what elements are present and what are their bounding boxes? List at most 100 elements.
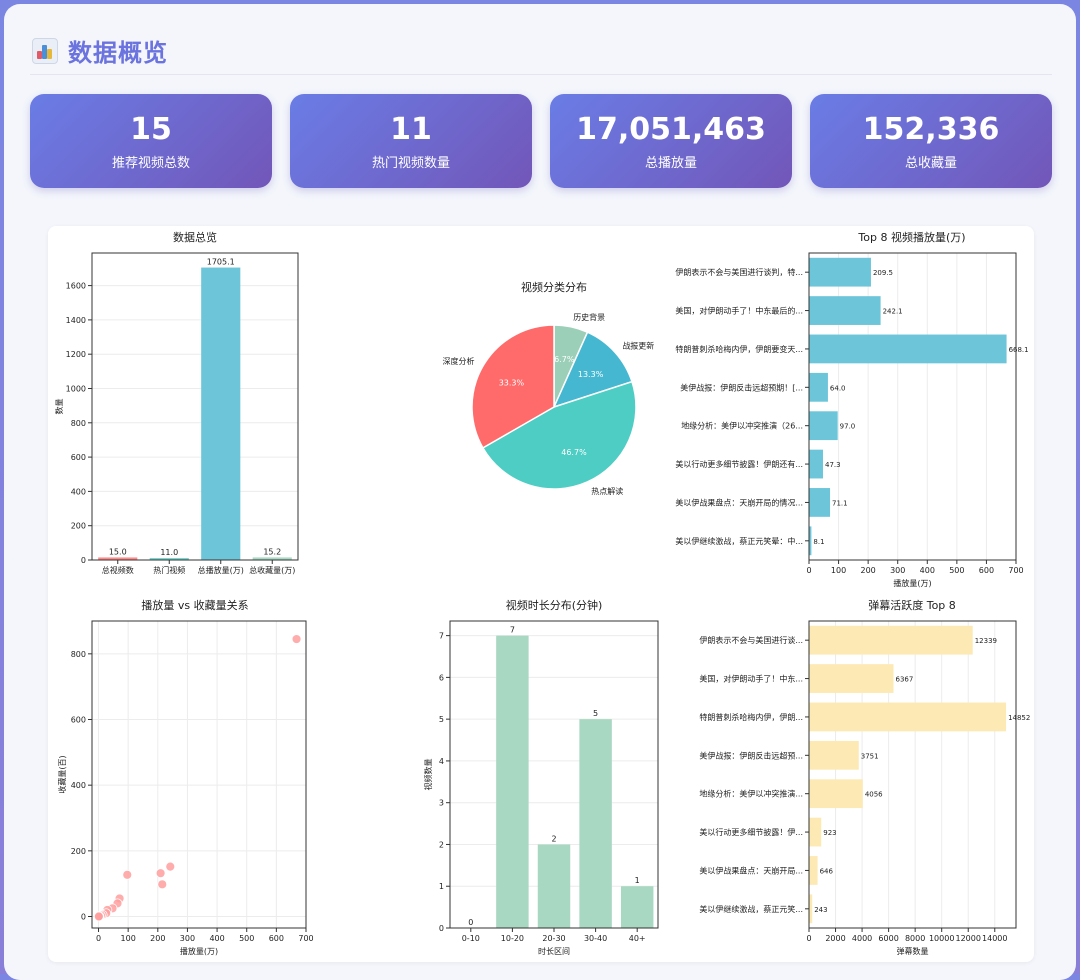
bar-value-label: 15.0 (109, 547, 127, 556)
x-tick-label: 30-40 (584, 934, 607, 943)
axes-frame (91, 620, 307, 929)
x-tick-label: 热门视频 (153, 565, 185, 575)
y-tick-label: 800 (71, 419, 86, 428)
stat-card-total-videos: 15 推荐视频总数 (30, 94, 272, 188)
bar-value-label: 2 (551, 834, 556, 843)
pie-slice (552, 331, 633, 409)
bar (809, 372, 828, 402)
bar (809, 625, 973, 655)
x-tick-label: 700 (298, 934, 313, 943)
axes-frame (808, 252, 1017, 561)
scatter-point (157, 879, 168, 890)
bar-value-label: 15.2 (263, 547, 281, 556)
stat-value: 11 (390, 112, 432, 147)
y-tick-label: 地缘分析：美伊以冲突推演（26... (681, 421, 803, 431)
bar-value-label: 3751 (861, 752, 879, 760)
bar (809, 779, 863, 809)
y-tick-label: 2 (439, 840, 444, 849)
y-tick-label: 伊朗表示不会与美国进行谈判，特... (675, 267, 803, 277)
bar (809, 856, 818, 885)
axes-frame (449, 620, 659, 929)
bar-value-label: 11.0 (160, 548, 178, 557)
y-tick-label: 4 (439, 757, 444, 766)
bar-value-label: 47.3 (825, 461, 841, 469)
y-tick-label: 1600 (66, 282, 86, 291)
x-tick-label: 400 (920, 566, 935, 575)
y-tick-label: 400 (71, 487, 86, 496)
stat-value: 15 (130, 112, 172, 147)
pie-slice-label: 热点解读 (591, 486, 623, 496)
y-tick-label: 1200 (66, 350, 86, 359)
bar-value-label: 0 (468, 918, 473, 927)
x-tick-label: 300 (180, 934, 195, 943)
bar-value-label: 923 (823, 829, 836, 837)
bar-value-label: 1 (635, 876, 640, 885)
y-tick-label: 1000 (66, 384, 86, 393)
bar (620, 886, 654, 928)
x-tick-label: 4000 (852, 934, 872, 943)
y-tick-label: 美伊战报：伊朗反击远超预期！[... (680, 382, 803, 392)
y-tick-label: 特朗普刺杀哈梅内伊，伊朗... (699, 712, 803, 722)
scatter-point (291, 634, 302, 644)
bar (809, 664, 894, 693)
y-tick-label: 200 (71, 522, 86, 531)
chart-title: 视频分类分布 (521, 280, 587, 294)
y-tick-label: 400 (71, 781, 86, 790)
stat-label: 推荐视频总数 (111, 156, 190, 171)
y-tick-label: 1 (439, 882, 444, 891)
y-tick-label: 美伊战报：伊朗反击远超预... (699, 750, 803, 760)
x-tick-label: 总播放量(万) (198, 565, 244, 575)
x-axis-label: 弹幕数量 (897, 946, 929, 956)
x-tick-label: 0 (96, 934, 101, 943)
x-tick-label: 200 (861, 566, 876, 575)
bar (98, 557, 138, 560)
bar (809, 488, 831, 517)
y-tick-label: 3 (439, 799, 444, 808)
axes-frame (808, 620, 1017, 929)
x-tick-label: 200 (150, 934, 165, 943)
y-tick-label: 800 (71, 650, 86, 659)
x-axis-label: 播放量(万) (180, 946, 218, 956)
page-header: 数据概览 (30, 30, 168, 70)
y-tick-label: 5 (439, 715, 444, 724)
x-tick-label: 600 (979, 566, 994, 575)
bar-value-label: 14852 (1008, 714, 1030, 722)
bar (809, 334, 1007, 364)
y-tick-label: 特朗普刺杀哈梅内伊，伊朗要变天... (675, 344, 803, 354)
x-tick-label: 500 (239, 934, 254, 943)
x-tick-label: 6000 (878, 934, 898, 943)
bar-value-label: 12339 (975, 637, 997, 645)
bar (809, 296, 881, 325)
y-tick-label: 200 (71, 847, 86, 856)
y-tick-label: 美以行动更多细节披露！伊... (699, 827, 803, 837)
y-axis-label: 收藏量(百) (57, 755, 67, 793)
bar (809, 449, 823, 479)
x-tick-label: 400 (209, 934, 224, 943)
y-tick-label: 美以伊继续激战，蔡正元笑... (699, 904, 803, 914)
pie-pct-label: 33.3% (499, 378, 525, 387)
bar (809, 894, 813, 924)
y-tick-label: 美以伊战果盘点：天崩开局的情况... (675, 497, 803, 507)
stat-label: 热门视频数量 (371, 156, 450, 171)
y-tick-label: 0 (439, 924, 444, 933)
chart-title: Top 8 视频播放量(万) (857, 230, 965, 244)
y-axis-label: 数量 (54, 399, 64, 415)
y-axis-label: 视频数量 (423, 759, 433, 791)
y-tick-label: 0 (81, 556, 86, 565)
axes-frame (91, 252, 299, 561)
bar-value-label: 71.1 (832, 499, 848, 507)
x-tick-label: 总收藏量(万) (249, 565, 295, 575)
stat-card-hot-videos: 11 热门视频数量 (290, 94, 532, 188)
bar-value-label: 97.0 (840, 423, 856, 431)
y-tick-label: 600 (71, 716, 86, 725)
scatter-point (165, 861, 176, 872)
x-tick-label: 0 (806, 566, 811, 575)
bar-value-label: 6367 (895, 676, 913, 684)
bar (809, 526, 812, 556)
x-tick-label: 0 (806, 934, 811, 943)
y-tick-label: 美国，对伊朗动手了！中东最后的... (675, 306, 803, 316)
bar-value-label: 242.1 (883, 308, 903, 316)
chart-title: 弹幕活跃度 Top 8 (868, 598, 956, 612)
bar (252, 557, 292, 560)
x-tick-label: 10-20 (501, 934, 524, 943)
